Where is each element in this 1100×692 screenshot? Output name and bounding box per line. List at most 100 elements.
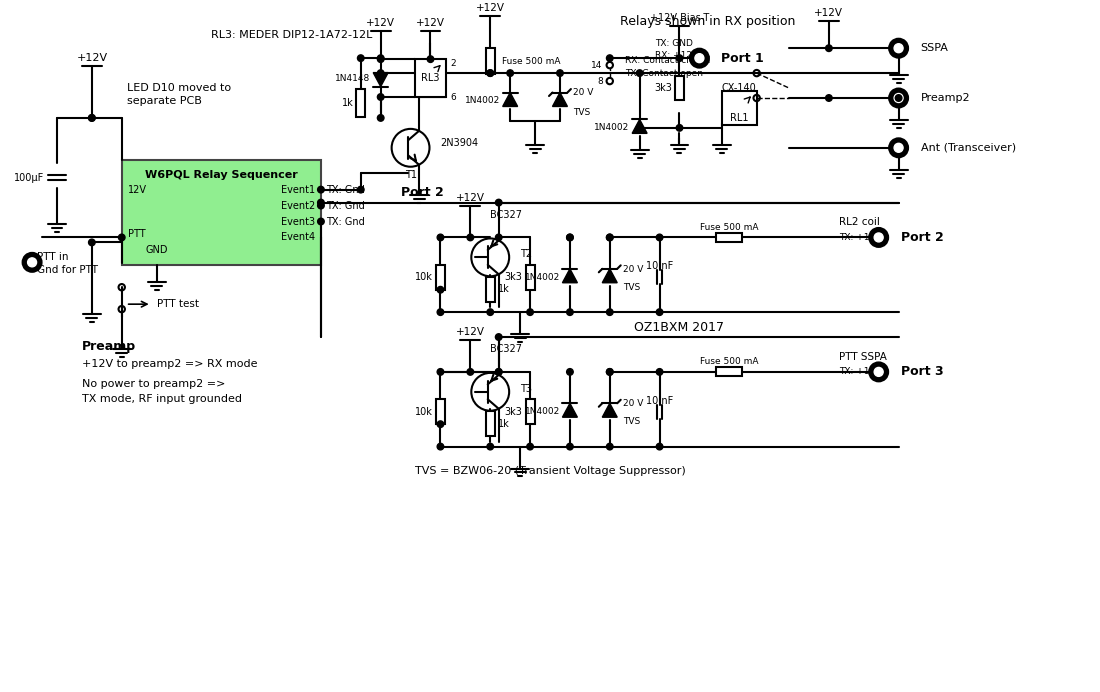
Polygon shape xyxy=(552,93,568,107)
Text: CX-140: CX-140 xyxy=(722,83,757,93)
Text: 1k: 1k xyxy=(497,419,509,428)
Text: Port 2: Port 2 xyxy=(901,231,944,244)
Text: SSPA: SSPA xyxy=(921,43,948,53)
Bar xyxy=(722,91,757,125)
Polygon shape xyxy=(503,93,518,107)
Text: 12V: 12V xyxy=(128,185,146,194)
Circle shape xyxy=(676,55,683,62)
Circle shape xyxy=(657,309,663,316)
Text: TX: Gnd: TX: Gnd xyxy=(326,185,365,194)
Circle shape xyxy=(557,70,563,76)
Circle shape xyxy=(358,55,364,62)
Circle shape xyxy=(606,234,613,241)
Circle shape xyxy=(89,115,95,121)
Text: 2: 2 xyxy=(450,59,456,68)
Text: 10k: 10k xyxy=(415,407,433,417)
Circle shape xyxy=(657,234,663,241)
Polygon shape xyxy=(603,403,617,417)
Bar xyxy=(486,277,495,302)
Circle shape xyxy=(318,186,324,193)
Bar xyxy=(675,75,684,100)
Bar xyxy=(356,89,365,117)
Text: Gnd for PTT: Gnd for PTT xyxy=(37,265,98,275)
Circle shape xyxy=(377,56,384,62)
Text: Fuse 500 mA: Fuse 500 mA xyxy=(700,223,759,232)
Text: 8: 8 xyxy=(597,77,603,86)
Text: BC327: BC327 xyxy=(491,210,522,219)
Text: +12V: +12V xyxy=(475,3,505,13)
Circle shape xyxy=(89,239,95,246)
Text: 3k3: 3k3 xyxy=(505,407,522,417)
Text: 20 V: 20 V xyxy=(573,87,593,96)
Circle shape xyxy=(695,54,704,63)
Circle shape xyxy=(657,369,663,375)
Circle shape xyxy=(606,234,613,241)
Bar xyxy=(526,265,535,290)
Text: 20 V: 20 V xyxy=(623,265,643,274)
Text: BC327: BC327 xyxy=(491,344,522,354)
Text: +12V Bias-T: +12V Bias-T xyxy=(650,13,710,24)
Text: T2: T2 xyxy=(520,249,532,260)
Circle shape xyxy=(869,363,888,381)
Circle shape xyxy=(437,309,443,316)
Circle shape xyxy=(690,48,708,68)
Circle shape xyxy=(606,369,613,375)
Circle shape xyxy=(894,143,903,152)
Text: OZ1BXM 2017: OZ1BXM 2017 xyxy=(635,320,725,334)
Text: +12V: +12V xyxy=(455,327,485,337)
Polygon shape xyxy=(562,268,578,283)
Text: RL1: RL1 xyxy=(730,113,748,123)
Text: PTT test: PTT test xyxy=(156,299,199,309)
Circle shape xyxy=(527,444,534,450)
Text: LED D10 moved to: LED D10 moved to xyxy=(126,83,231,93)
Text: TX: Contact open: TX: Contact open xyxy=(625,69,703,78)
Circle shape xyxy=(487,70,494,76)
Polygon shape xyxy=(632,120,647,134)
Bar xyxy=(436,265,444,290)
Circle shape xyxy=(437,369,443,375)
Text: TX: Gnd: TX: Gnd xyxy=(326,217,365,226)
Circle shape xyxy=(28,258,36,267)
Circle shape xyxy=(637,70,642,76)
Text: +12V: +12V xyxy=(814,8,844,19)
Polygon shape xyxy=(562,403,578,417)
Circle shape xyxy=(889,89,909,107)
Circle shape xyxy=(874,367,883,376)
Circle shape xyxy=(437,234,443,241)
Text: 10 nF: 10 nF xyxy=(646,396,673,406)
Circle shape xyxy=(377,70,384,76)
Circle shape xyxy=(89,115,95,121)
Text: Preamp2: Preamp2 xyxy=(921,93,970,103)
Text: TX: Gnd: TX: Gnd xyxy=(326,201,365,210)
Text: TX mode, RF input grounded: TX mode, RF input grounded xyxy=(81,394,242,404)
Circle shape xyxy=(566,234,573,241)
Text: Port 1: Port 1 xyxy=(722,52,764,64)
Text: TX: +12V: TX: +12V xyxy=(839,367,881,376)
Circle shape xyxy=(889,39,909,57)
Text: RL2 coil: RL2 coil xyxy=(839,217,880,228)
Text: 1N4002: 1N4002 xyxy=(525,273,560,282)
Text: Event1: Event1 xyxy=(280,185,315,194)
Circle shape xyxy=(869,228,888,247)
Circle shape xyxy=(487,444,494,450)
Circle shape xyxy=(377,55,384,62)
Circle shape xyxy=(23,253,42,272)
Circle shape xyxy=(487,309,494,316)
Circle shape xyxy=(495,234,502,241)
Text: separate PCB: separate PCB xyxy=(126,96,201,106)
Bar xyxy=(486,48,495,74)
Text: +12V to preamp2 => RX mode: +12V to preamp2 => RX mode xyxy=(81,359,257,369)
Text: 1N4002: 1N4002 xyxy=(594,123,629,132)
Circle shape xyxy=(507,70,514,76)
Circle shape xyxy=(657,444,663,450)
Circle shape xyxy=(895,95,902,101)
Text: 1N4002: 1N4002 xyxy=(465,96,501,105)
Circle shape xyxy=(427,56,433,62)
Text: No power to preamp2 =>: No power to preamp2 => xyxy=(81,379,226,389)
Polygon shape xyxy=(603,268,617,283)
Polygon shape xyxy=(373,73,388,86)
Circle shape xyxy=(606,444,613,450)
Text: RL3: MEDER DIP12-1A72-12L: RL3: MEDER DIP12-1A72-12L xyxy=(211,30,373,40)
Text: TVS: TVS xyxy=(623,283,640,292)
Bar xyxy=(716,233,742,242)
